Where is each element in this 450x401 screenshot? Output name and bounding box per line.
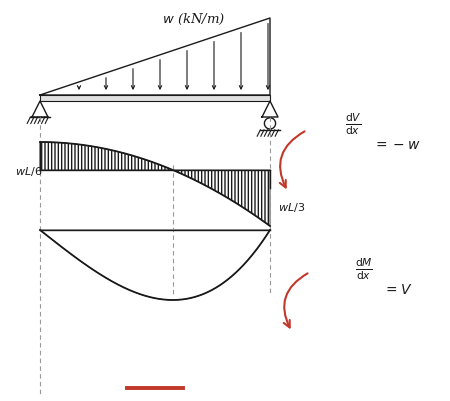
Polygon shape: [40, 142, 172, 170]
Text: $wL/6$: $wL/6$: [15, 166, 42, 178]
Text: $w$ (kN/m): $w$ (kN/m): [162, 12, 225, 27]
Text: $\frac{\mathrm{d}M}{\mathrm{d}x}$: $\frac{\mathrm{d}M}{\mathrm{d}x}$: [355, 256, 373, 282]
FancyArrowPatch shape: [280, 132, 305, 187]
Text: $\frac{\mathrm{d}V}{\mathrm{d}x}$: $\frac{\mathrm{d}V}{\mathrm{d}x}$: [345, 111, 362, 137]
Polygon shape: [40, 230, 270, 300]
Polygon shape: [173, 170, 270, 226]
Text: $= -w$: $= -w$: [373, 138, 420, 152]
Text: $wL/3$: $wL/3$: [278, 201, 305, 215]
Text: $= V$: $= V$: [383, 283, 412, 297]
FancyArrowPatch shape: [284, 273, 308, 328]
